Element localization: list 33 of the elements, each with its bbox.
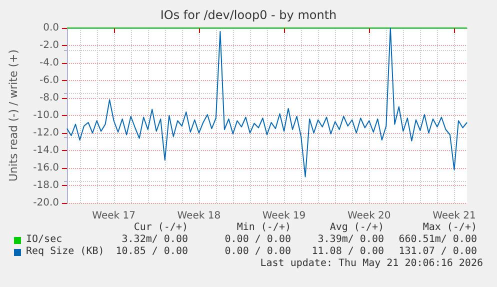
text: 10.85 / 0.00 <box>116 246 188 258</box>
text: Min (-/+) <box>236 222 291 234</box>
text: Last update: Thu May 21 20:06:16 2026 <box>260 258 483 270</box>
text: 131.07 / 0.00 <box>398 246 477 258</box>
text: 0.00 / 0.00 <box>224 234 291 246</box>
y-tick-label: -6.0 <box>39 75 59 86</box>
chart-title: IOs for /dev/loop0 - by month <box>160 8 337 22</box>
text: 11.08 / 0.00 <box>312 246 384 258</box>
y-tick-label: -8.0 <box>39 92 59 104</box>
x-tick-label: Week 21 <box>432 210 476 222</box>
y-axis-title: Units read (-) / write (+) <box>7 49 20 182</box>
text: 660.51m/ 0.00 <box>398 234 477 246</box>
y-tick-label: -2.0 <box>39 40 59 51</box>
text: Cur (-/+) <box>134 222 188 234</box>
legend-label: IO/sec <box>26 234 62 246</box>
text: Max (-/+) <box>422 222 477 234</box>
y-tick-label: -16.0 <box>33 162 59 174</box>
x-tick-label: Week 17 <box>92 210 136 222</box>
y-tick-label: -18.0 <box>33 180 59 191</box>
y-tick-label: -12.0 <box>33 128 59 138</box>
y-tick-label: -14.0 <box>33 145 59 156</box>
text: 3.32m/ 0.00 <box>122 234 188 246</box>
y-tick-label: -10.0 <box>33 110 59 121</box>
y-tick-label: -4.0 <box>39 58 59 68</box>
x-tick-label: Week 18 <box>177 210 221 222</box>
y-tick-label: 0.0 <box>43 22 59 34</box>
legend-label: Req Size (KB) <box>26 246 104 258</box>
text: Avg (-/+) <box>330 222 384 234</box>
x-tick-label: Week 20 <box>347 210 391 222</box>
text: 0.00 / 0.00 <box>224 246 291 258</box>
x-tick-label: Week 19 <box>262 210 306 222</box>
y-tick-label: -20.0 <box>33 198 59 208</box>
text: 3.39m/ 0.00 <box>318 234 384 246</box>
